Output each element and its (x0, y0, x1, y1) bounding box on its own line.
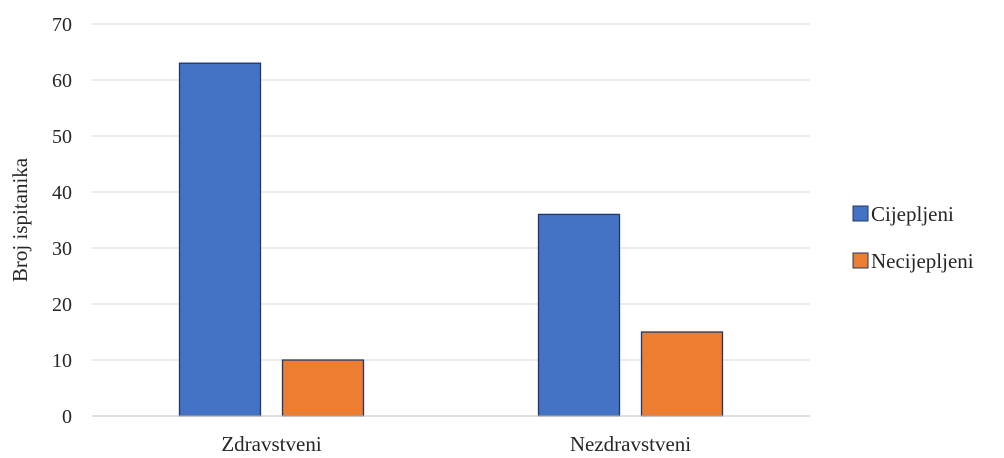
bar-necijepljeni-zdravstveni (281, 359, 365, 417)
x-category-label: Nezdravstveni (570, 432, 691, 456)
y-tick-label: 0 (62, 406, 72, 428)
y-tick-label: 30 (52, 238, 72, 260)
y-tick-label: 10 (52, 350, 72, 372)
y-tick-label: 60 (52, 70, 72, 92)
bar-cijepljeni-nezdravstveni (537, 213, 621, 417)
y-axis-title: Broj ispitanika (8, 157, 32, 282)
x-axis-category-labels: Zdravstveni Nezdravstveni (221, 432, 691, 456)
bar-necijepljeni-nezdravstveni (640, 331, 724, 417)
legend-swatch-cijepljeni (852, 205, 869, 222)
bar-cijepljeni-zdravstveni (178, 62, 262, 417)
legend: Cijepljeni Necijepljeni (852, 202, 974, 273)
legend-swatch-necijepljeni (852, 252, 869, 269)
y-tick-label: 20 (52, 294, 72, 316)
bars (178, 62, 724, 417)
y-tick-label: 70 (52, 14, 72, 36)
y-tick-label: 40 (52, 182, 72, 204)
y-axis-tick-labels: 0 10 20 30 40 50 60 70 (52, 14, 72, 428)
legend-label-necijepljeni: Necijepljeni (871, 249, 974, 273)
y-tick-label: 50 (52, 126, 72, 148)
x-category-label: Zdravstveni (221, 432, 321, 456)
legend-label-cijepljeni: Cijepljeni (871, 202, 954, 226)
